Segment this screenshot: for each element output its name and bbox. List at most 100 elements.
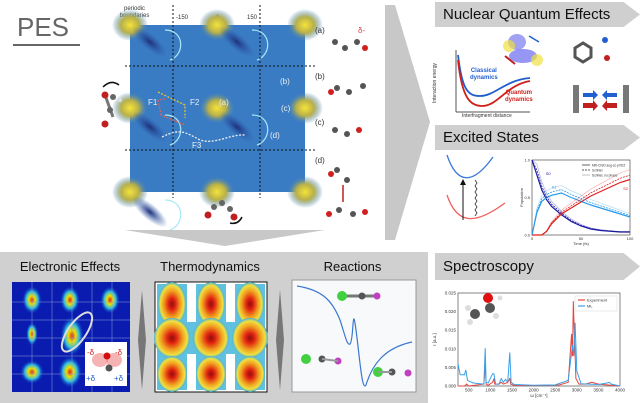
right-arrow [385,5,430,240]
series-line-schnet [531,159,630,233]
series-line-schnet-no-phase [531,159,630,232]
delta-label: +δ [86,374,96,383]
nqe-ylabel: Interaction energy [432,62,438,104]
x-tick-label: 100 [627,236,634,241]
point-label-b: (b) [280,77,290,86]
pes-contour [164,199,182,231]
series-line-s2 [532,178,631,236]
excited-header: Excited States [435,125,640,150]
path-label-f1: F1 [148,98,158,107]
pes-maximum [287,92,323,124]
pes-tick: -150 [176,15,189,21]
state-label: S0 [546,171,552,176]
atom [470,309,480,319]
left-molecule [101,81,122,128]
down-arrow [125,230,325,246]
pes-minimum [132,196,168,228]
plot-frame [531,159,631,236]
y-tick-label: 0.000 [445,384,457,389]
quantum-line1: Quantum [505,90,533,96]
ethanol-molecule [465,293,503,325]
thermodynamics-map [154,281,268,393]
pes-minimum [219,111,255,143]
path-label-f2: F2 [190,98,200,107]
series-line-schnet-no-phase [531,185,631,236]
pes-title: PES [17,12,70,42]
x-tick-label: 0 [531,236,534,241]
y-tick-label: 0.015 [445,328,457,333]
x-tick-label: 3000 [572,388,583,393]
nqe-plot [455,50,531,113]
pes-minimum [132,111,168,143]
series-line-schnet [531,189,631,236]
x-tick-label: 4000 [615,388,626,393]
y-axis-label: Population [519,188,524,207]
pes-contour [251,114,269,146]
side-molecules [326,39,368,217]
atom [493,313,499,319]
nqe-header: Nuclear Quantum Effects [435,2,640,27]
separator-diamond [276,290,284,390]
separator-diamond [138,290,146,390]
point-label-c: (c) [281,104,291,113]
bottom-molecule [204,200,243,225]
series-line-s1 [531,192,631,236]
y-tick-label: 0.010 [445,346,457,351]
series-line-schnet [532,174,631,236]
quantum-line2: dynamics [505,97,533,103]
nqe-molecules [503,34,629,113]
pes-maximum [199,176,235,208]
pes-tick: 150 [247,15,258,21]
y-tick-label: 1.0 [524,157,530,162]
series-line-ml [457,322,621,387]
x-tick-label: 500 [465,388,473,393]
classical-line1: Classical [470,68,497,74]
legend-entry: MR-CISD aug-cc-pVDZ [592,164,625,168]
electronic-effects-title: Electronic Effects [19,259,121,274]
pes-maximum [287,176,323,208]
delta-label: -δ [115,348,123,357]
atom [465,305,471,311]
path-label-f3: F3 [192,141,202,150]
pes-boundaries [125,5,315,198]
electronic-effects-map [12,282,130,392]
side-label-c: (c) [315,118,325,127]
state-label: S2 [623,186,629,191]
atom [467,319,473,325]
legend-box [574,295,618,312]
x-tick-label: 2500 [550,388,561,393]
legend-entry: SchNet, no phase [592,174,618,178]
point-label-d: (d) [270,131,280,140]
x-tick-label: 1500 [507,388,518,393]
excited-population-chart: 0 50 100 0.0 0.5 1.0 Time (fs) Population MR-CIS… [519,157,634,246]
delta-label: +δ [114,374,124,383]
y-tick-label: 0.0 [524,232,530,237]
side-delta: δ- [358,26,366,35]
legend-entry: SchNet [592,169,603,173]
y-tick-label: 0.020 [445,309,457,314]
atom [483,293,493,303]
reactions-title: Reactions [323,259,382,274]
spectroscopy-chart: 500 1000 1500 2000 2500 3000 3500 4000 0.000 0.00… [432,291,626,399]
series-line-schnet-no-phase [532,169,631,236]
pes-minimum [132,26,168,58]
excited-potential-diagram [446,154,506,220]
x-tick-label: 3500 [593,388,604,393]
atom [485,303,495,313]
pes-title-underline [13,44,80,46]
spectroscopy-header: Spectroscopy [435,253,640,280]
classical-line2: dynamics [470,75,498,81]
pes-contour [164,114,182,146]
x-axis-label: ω [cm⁻¹] [530,393,547,398]
y-tick-label: 0.025 [445,291,457,296]
legend-entry: ML [587,304,593,309]
y-tick-label: 0.005 [445,365,457,370]
x-tick-label: 2000 [529,388,540,393]
state-label: S1 [552,185,558,190]
thermodynamics-title: Thermodynamics [160,259,260,274]
side-label-b: (b) [315,72,325,81]
x-tick-label: 50 [579,236,584,241]
delta-label: -δ [87,348,95,357]
classical-label: Classical dynamics [470,68,498,82]
quantum-label: Quantum dynamics [505,90,533,104]
